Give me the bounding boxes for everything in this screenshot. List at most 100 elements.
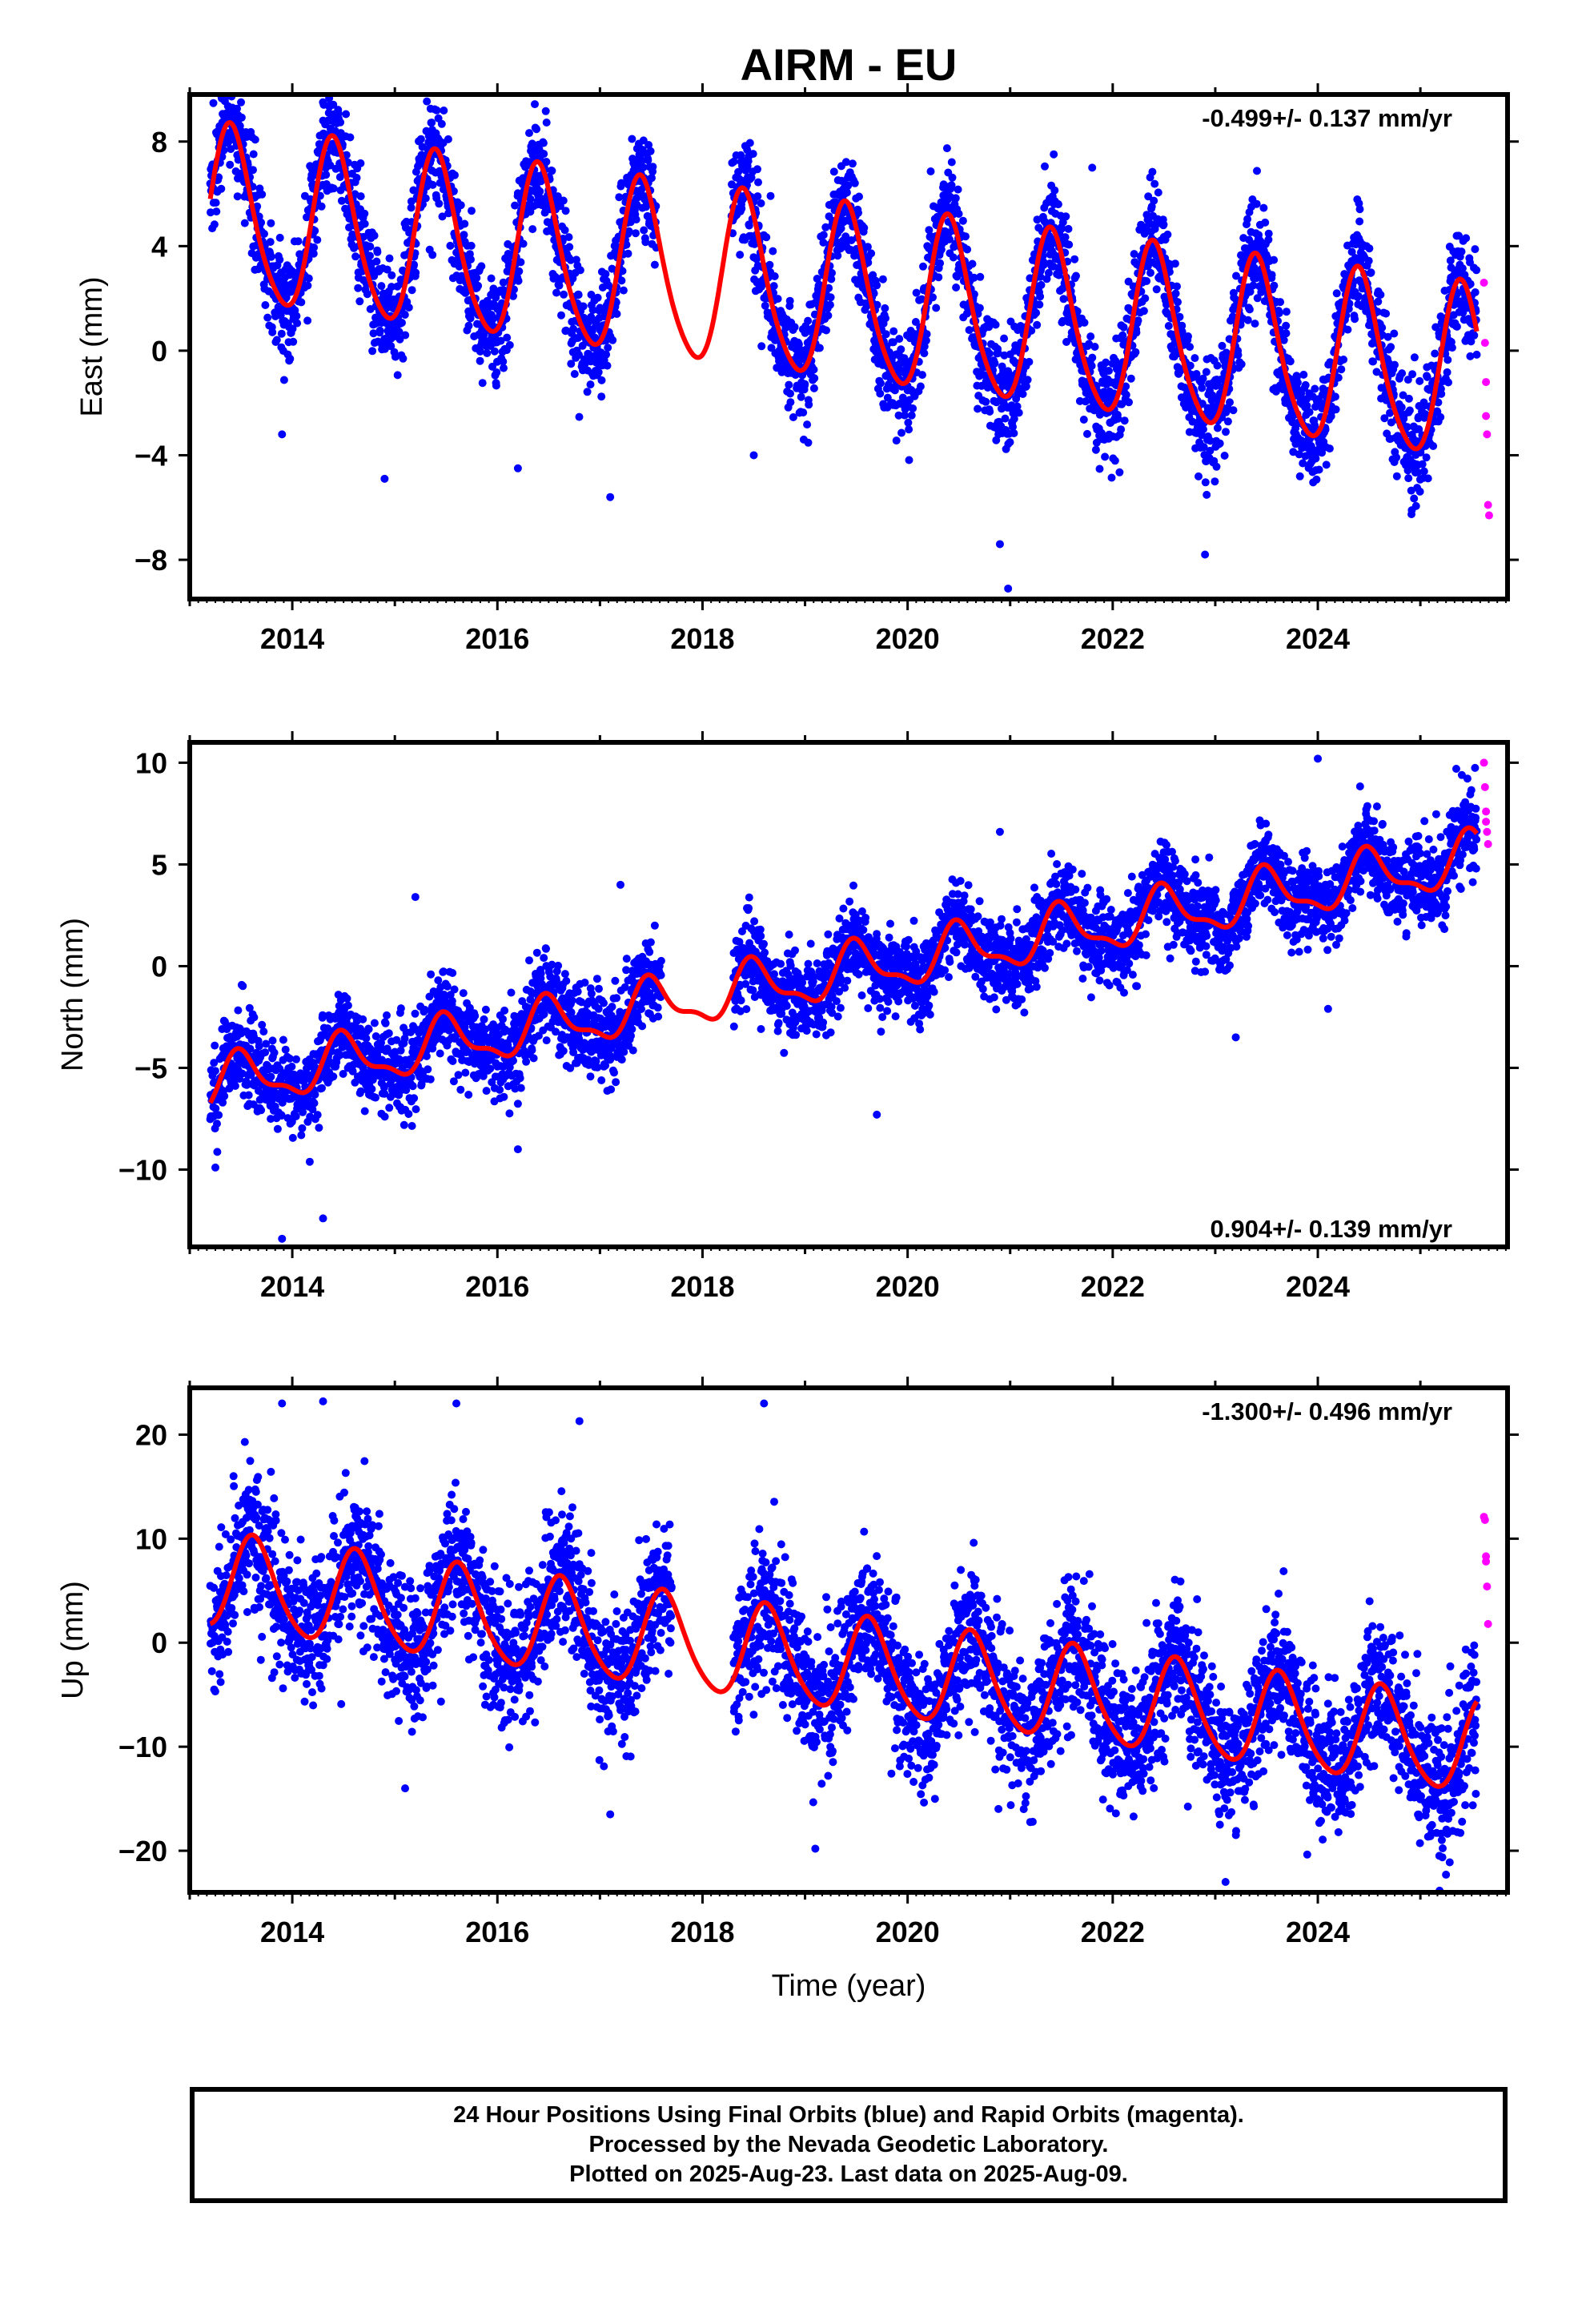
- east-point-1808: [789, 413, 797, 421]
- east-point-2372: [947, 158, 956, 167]
- east-point-2183: [894, 411, 903, 420]
- east-point-2106: [873, 300, 881, 309]
- east-point-3355: [1223, 417, 1232, 426]
- east-point-3856: [1364, 256, 1373, 265]
- east-point-569: [366, 242, 375, 251]
- east-point-2809: [1070, 255, 1079, 263]
- east-point-3029: [1132, 328, 1141, 337]
- east-point-4186: [1457, 247, 1466, 256]
- east-point-3314: [1212, 462, 1221, 471]
- east-point-4239: [1472, 266, 1481, 275]
- east-point-854: [446, 241, 455, 250]
- east-point-217: [267, 252, 275, 261]
- east-point-3334: [1218, 341, 1227, 350]
- east-point-4202: [1462, 234, 1471, 243]
- east-point-3457: [1252, 199, 1261, 208]
- east-point-309: [293, 319, 302, 328]
- east-point-2394: [954, 185, 962, 194]
- east-point-3737: [1331, 392, 1339, 401]
- north-point-24: [213, 1120, 221, 1128]
- east-point-2204: [900, 411, 909, 420]
- east-point-3999: [1404, 394, 1413, 403]
- east-point-3167: [1170, 259, 1179, 268]
- east-point-1901: [815, 280, 824, 289]
- east-point-2134: [881, 304, 889, 312]
- east-point-2953: [1110, 456, 1119, 465]
- east-point-2593: [1010, 429, 1018, 437]
- east-point-2789: [1065, 240, 1074, 249]
- east-point-3563: [1282, 308, 1291, 316]
- east-point-1735: [769, 247, 777, 255]
- east-point-3603: [1293, 378, 1302, 387]
- east-scatter-points: [206, 74, 1481, 593]
- east-point-3934: [1387, 343, 1395, 352]
- east-point-204: [263, 313, 272, 322]
- east-point-152: [249, 166, 257, 175]
- east-point-731: [412, 268, 420, 277]
- north-point-305: [291, 1112, 300, 1120]
- east-point-3056: [1139, 307, 1148, 316]
- east-point-2105: [873, 281, 881, 290]
- east-point-1560: [644, 141, 653, 149]
- east-point-184: [258, 190, 267, 199]
- east-point-1925: [822, 326, 830, 335]
- east-point-638: [385, 254, 394, 263]
- east-point-1044: [500, 364, 508, 372]
- east-point-1194: [541, 107, 550, 115]
- east-point-483: [342, 110, 351, 119]
- east-point-1278: [565, 243, 574, 251]
- east-point-3002: [1125, 398, 1133, 407]
- east-point-4091: [1431, 349, 1439, 358]
- east-point-1276: [564, 233, 573, 242]
- east-point-102: [235, 74, 243, 82]
- east-point-2304: [929, 293, 937, 302]
- east-point-2330: [936, 259, 945, 267]
- east-point-1490: [624, 227, 633, 235]
- east-point-95: [233, 104, 241, 113]
- east-point-814: [435, 199, 444, 208]
- east-y-tick-label-0: 8: [151, 126, 167, 159]
- east-point-254: [277, 329, 286, 338]
- east-point-1140: [526, 195, 535, 203]
- east-point-1430: [608, 264, 616, 273]
- east-point-2434: [965, 326, 974, 335]
- east-point-1516: [632, 215, 640, 224]
- east-point-682: [398, 319, 406, 327]
- east-point-77: [228, 81, 236, 89]
- east-point-985: [483, 349, 492, 357]
- east-point-961: [476, 347, 484, 356]
- east-point-1724: [765, 260, 774, 269]
- north-point-222: [268, 1036, 277, 1045]
- east-point-2675: [1033, 320, 1042, 329]
- east-rapid-point-5: [1484, 501, 1492, 509]
- east-point-1999: [842, 188, 851, 197]
- north-point-181: [257, 1106, 266, 1115]
- east-point-2558: [1000, 334, 1009, 343]
- east-point-1043: [499, 278, 508, 287]
- east-point-3742: [1332, 289, 1341, 298]
- north-point-327: [298, 1124, 307, 1132]
- east-point-3426: [1243, 316, 1252, 324]
- east-point-1695: [757, 342, 766, 351]
- east-point-715: [407, 203, 416, 212]
- east-point-2119: [877, 379, 885, 388]
- east-point-3183: [1175, 312, 1184, 321]
- east-point-2297: [926, 167, 935, 175]
- east-point-3326: [1215, 439, 1224, 448]
- east-point-3858: [1365, 244, 1374, 253]
- east-point-2127: [878, 275, 887, 283]
- east-point-2738: [1050, 186, 1059, 195]
- east-point-3173: [1173, 282, 1181, 291]
- east-point-3511: [1267, 271, 1276, 279]
- east-point-2844: [1080, 318, 1089, 327]
- east-point-686: [399, 354, 408, 363]
- east-point-1078: [509, 292, 517, 300]
- east-point-1066: [505, 340, 514, 349]
- east-rapid-point-6: [1484, 511, 1493, 520]
- east-point-2445: [968, 259, 977, 268]
- east-point-3562: [1282, 329, 1291, 338]
- east-point-3664: [1311, 384, 1319, 393]
- east-point-22: [212, 207, 221, 216]
